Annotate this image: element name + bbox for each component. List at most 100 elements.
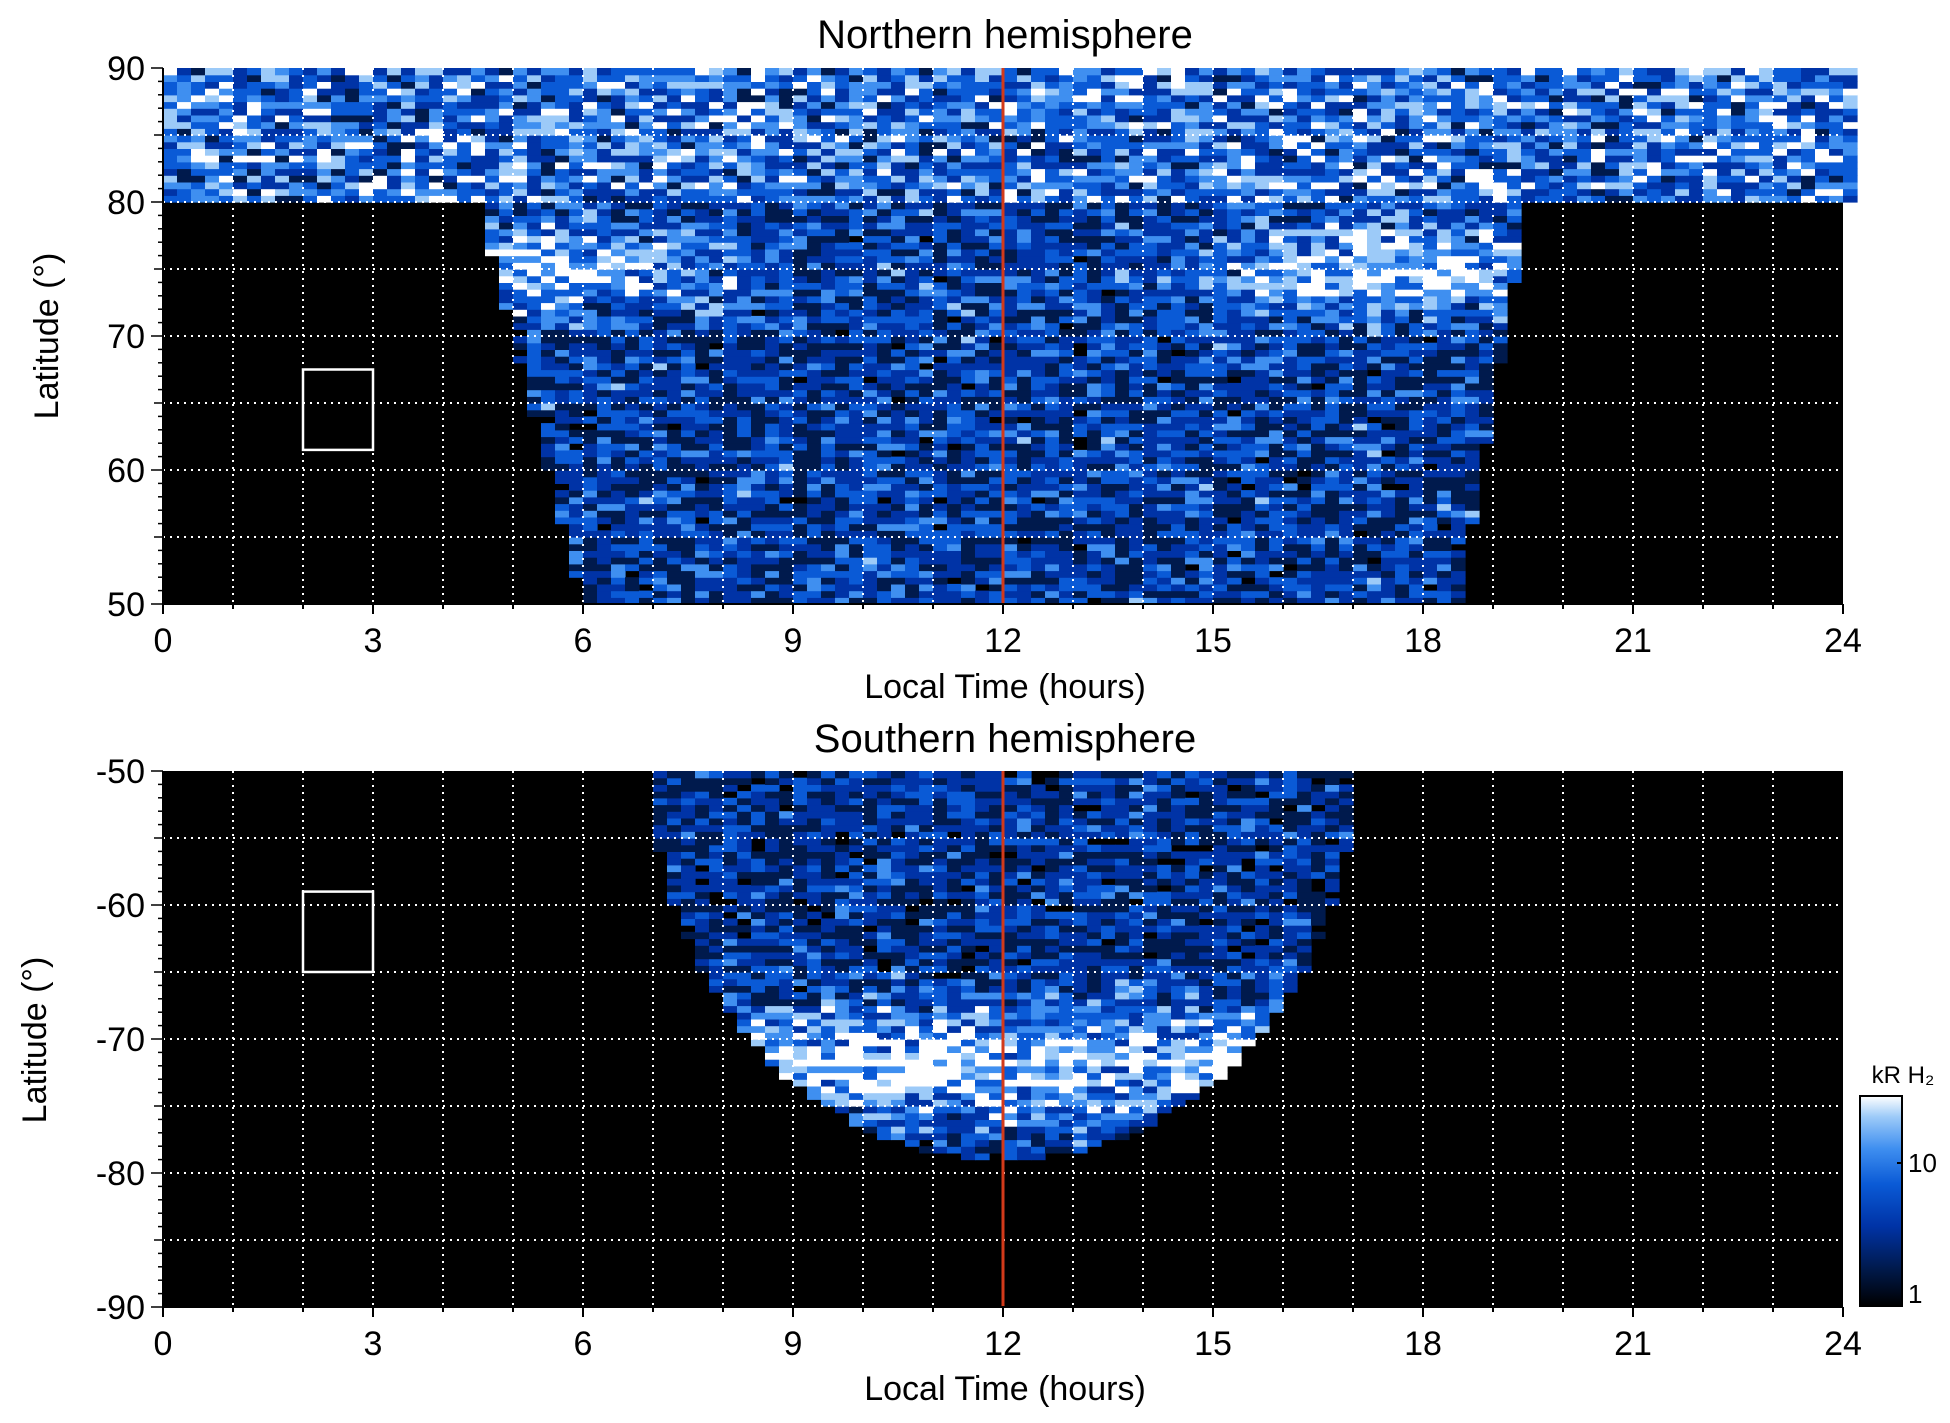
- intensity-cell: [1073, 530, 1088, 538]
- intensity-cell: [681, 128, 696, 136]
- intensity-cell: [1059, 436, 1074, 444]
- intensity-cell: [779, 108, 794, 116]
- intensity-cell: [527, 215, 542, 223]
- intensity-cell: [1003, 476, 1018, 484]
- intensity-cell: [989, 121, 1004, 129]
- intensity-cell: [1031, 161, 1046, 170]
- intensity-cell: [513, 269, 528, 277]
- intensity-cell: [1213, 583, 1228, 592]
- intensity-cell: [1199, 376, 1214, 384]
- intensity-cell: [1017, 342, 1032, 350]
- intensity-cell: [793, 315, 808, 324]
- intensity-cell: [1283, 289, 1298, 297]
- intensity-cell: [779, 222, 794, 230]
- intensity-cell: [611, 215, 626, 223]
- intensity-cell: [695, 101, 710, 109]
- intensity-cell: [989, 81, 1004, 89]
- intensity-cell: [625, 423, 640, 431]
- intensity-cell: [863, 242, 878, 250]
- intensity-cell: [1241, 362, 1256, 371]
- intensity-cell: [1241, 356, 1256, 364]
- intensity-cell: [583, 101, 598, 109]
- intensity-cell: [779, 336, 794, 344]
- intensity-cell: [779, 510, 794, 518]
- intensity-cell: [359, 148, 374, 156]
- intensity-cell: [1045, 590, 1060, 598]
- intensity-cell: [723, 309, 738, 317]
- intensity-cell: [1269, 128, 1284, 136]
- intensity-cell: [681, 222, 696, 230]
- intensity-cell: [1115, 108, 1130, 116]
- intensity-cell: [1031, 289, 1046, 297]
- intensity-cell: [1199, 382, 1214, 391]
- intensity-cell: [569, 456, 584, 464]
- intensity-cell: [695, 510, 710, 518]
- intensity-cell: [1087, 503, 1102, 511]
- intensity-cell: [793, 349, 808, 357]
- intensity-cell: [877, 342, 892, 350]
- intensity-cell: [1087, 315, 1102, 324]
- intensity-cell: [569, 195, 584, 203]
- intensity-cell: [1241, 262, 1256, 270]
- intensity-cell: [1255, 570, 1270, 578]
- intensity-cell: [667, 409, 682, 417]
- intensity-cell: [401, 195, 416, 203]
- intensity-cell: [569, 376, 584, 384]
- intensity-cell: [1227, 275, 1242, 283]
- intensity-cell: [807, 329, 822, 337]
- intensity-cell: [1185, 409, 1200, 417]
- intensity-cell: [1185, 275, 1200, 283]
- intensity-cell: [933, 516, 948, 525]
- intensity-cell: [695, 108, 710, 116]
- intensity-cell: [709, 550, 724, 558]
- intensity-cell: [177, 108, 192, 116]
- intensity-cell: [1297, 510, 1312, 518]
- intensity-cell: [849, 295, 864, 304]
- intensity-cell: [653, 74, 668, 82]
- intensity-cell: [1241, 583, 1256, 592]
- intensity-cell: [611, 235, 626, 243]
- intensity-cell: [1101, 449, 1116, 458]
- intensity-cell: [1171, 416, 1186, 424]
- intensity-cell: [1157, 114, 1172, 123]
- intensity-cell: [443, 161, 458, 170]
- intensity-cell: [583, 470, 598, 478]
- intensity-cell: [961, 496, 976, 505]
- intensity-cell: [1059, 516, 1074, 525]
- intensity-cell: [555, 208, 570, 216]
- intensity-cell: [583, 516, 598, 525]
- intensity-cell: [793, 295, 808, 304]
- intensity-cell: [639, 570, 654, 578]
- intensity-cell: [947, 423, 962, 431]
- intensity-cell: [457, 148, 472, 156]
- intensity-cell: [653, 577, 668, 585]
- intensity-cell: [639, 309, 654, 317]
- intensity-cell: [695, 255, 710, 263]
- intensity-cell: [583, 537, 598, 545]
- intensity-cell: [1087, 449, 1102, 458]
- intensity-cell: [569, 228, 584, 237]
- intensity-cell: [1241, 349, 1256, 357]
- intensity-cell: [891, 289, 906, 297]
- intensity-cell: [793, 416, 808, 424]
- intensity-cell: [667, 315, 682, 324]
- intensity-cell: [555, 275, 570, 283]
- intensity-cell: [1311, 135, 1326, 143]
- intensity-cell: [1199, 282, 1214, 290]
- intensity-cell: [667, 456, 682, 464]
- intensity-cell: [1073, 456, 1088, 464]
- intensity-cell: [1283, 503, 1298, 511]
- intensity-cell: [1045, 175, 1060, 183]
- intensity-cell: [779, 403, 794, 411]
- intensity-cell: [1059, 315, 1074, 324]
- intensity-cell: [1255, 141, 1270, 149]
- intensity-cell: [709, 503, 724, 511]
- intensity-cell: [275, 175, 290, 183]
- intensity-cell: [1143, 141, 1158, 149]
- intensity-cell: [1101, 550, 1116, 558]
- intensity-cell: [261, 128, 276, 136]
- intensity-cell: [1115, 436, 1130, 444]
- intensity-cell: [233, 94, 248, 103]
- intensity-cell: [1185, 108, 1200, 116]
- intensity-cell: [1073, 396, 1088, 404]
